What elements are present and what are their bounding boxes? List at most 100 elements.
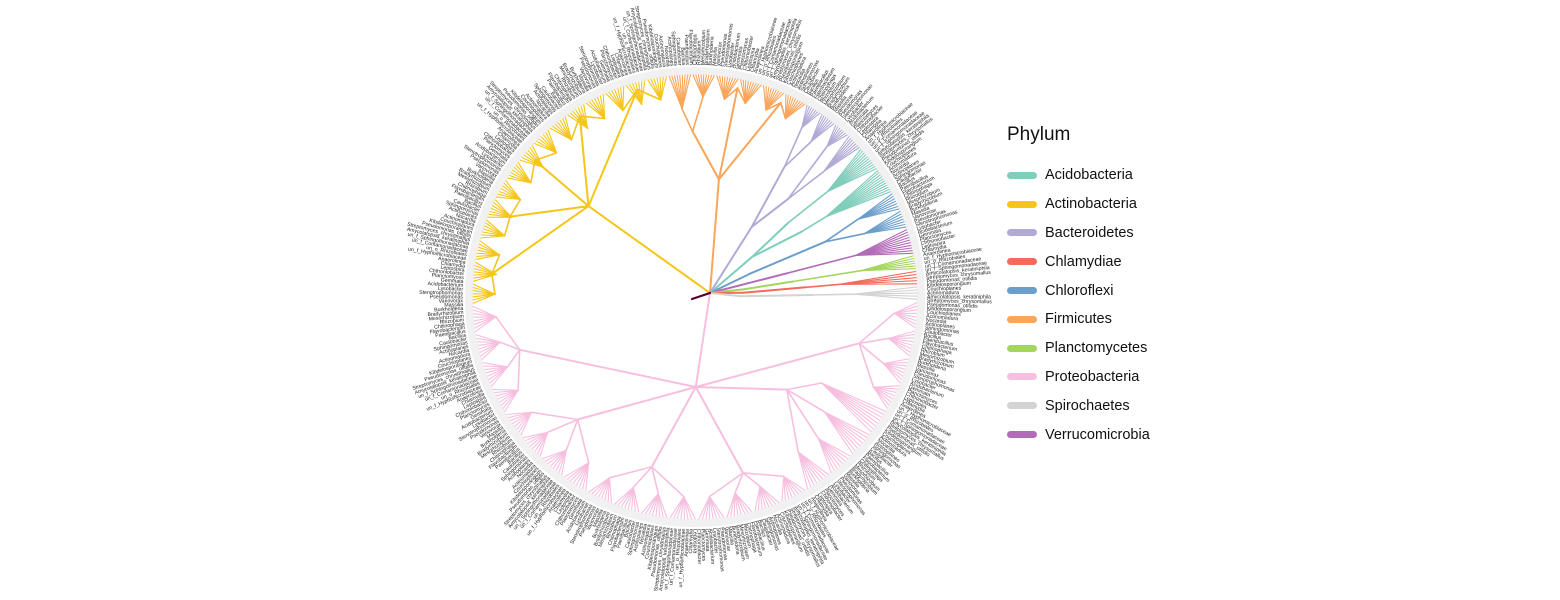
node-branch xyxy=(491,254,501,275)
tip-branch xyxy=(893,302,918,314)
tip-branch xyxy=(608,477,613,504)
tip-branch xyxy=(893,309,918,314)
tip-branch xyxy=(823,146,860,173)
legend-label: Chloroflexi xyxy=(1045,282,1114,299)
tip-branch xyxy=(838,283,918,285)
tip-label: Actinomadura xyxy=(927,290,959,297)
tip-label: Burkholderia xyxy=(708,36,716,66)
subclade-branch xyxy=(587,88,639,208)
subclade-branch xyxy=(694,342,861,388)
tip-label: Bacillus xyxy=(679,47,686,66)
tip-branch xyxy=(893,312,917,322)
legend-item: Firmicutes xyxy=(1007,305,1150,334)
tip-branch xyxy=(781,475,785,502)
tip-label: Kibdelosporangium xyxy=(927,306,972,314)
node-branch xyxy=(509,198,522,218)
legend-title: Phylum xyxy=(1007,124,1071,145)
tip-label: Variovorax xyxy=(722,527,731,552)
tree-branches xyxy=(472,74,918,520)
tip-branch xyxy=(817,438,838,469)
tip-branch xyxy=(564,116,572,141)
clade-stem xyxy=(709,292,742,298)
tip-label: Streptomyces_chrysomallus xyxy=(926,270,992,281)
tip-label: Amycolatopsis_keratiniphila xyxy=(927,294,991,300)
tip-branch xyxy=(888,337,913,346)
node-branch xyxy=(491,273,496,295)
tip-branch xyxy=(759,485,763,510)
legend-label: Spirochaetes xyxy=(1045,397,1130,414)
tip-branch xyxy=(478,341,501,350)
tip-branch xyxy=(883,363,904,377)
tip-label: Chitinophaga xyxy=(692,34,698,65)
tip-label: Gemmata xyxy=(734,46,744,70)
tip-label: Chthoniobacter xyxy=(429,268,465,277)
tip-branch xyxy=(823,411,856,452)
tip-label: Nocardia xyxy=(448,348,470,359)
tip-label: Burkholderia xyxy=(434,306,464,313)
tip-label: Nocardia xyxy=(662,46,670,67)
tip-branch xyxy=(823,411,854,454)
node-branch xyxy=(546,418,579,434)
tip-branch xyxy=(491,366,509,387)
tip-label: Stenotrophomonas xyxy=(715,528,725,573)
tip-branch xyxy=(698,495,711,520)
subclade-branch xyxy=(740,294,814,298)
tip-branch xyxy=(817,438,851,457)
legend-label: Actinobacteria xyxy=(1045,196,1137,213)
tip-branch xyxy=(511,411,533,425)
clade-stem xyxy=(709,272,752,294)
tip-branch xyxy=(723,78,739,100)
tip-branch xyxy=(489,366,509,384)
node-branch xyxy=(742,472,761,488)
tip-branch xyxy=(532,431,549,450)
legend-label: Bacteroidetes xyxy=(1045,224,1134,241)
tip-branch xyxy=(854,252,914,257)
tip-branch xyxy=(494,199,513,218)
tip-branch xyxy=(821,382,881,421)
legend-swatch xyxy=(1007,229,1037,237)
tip-label: Mesorhizobium xyxy=(700,30,707,65)
tip-branch xyxy=(810,123,835,143)
tip-label: Pseudomonas xyxy=(718,527,728,561)
tip-branch xyxy=(821,382,872,433)
tip-branch xyxy=(883,363,905,374)
tip-branch xyxy=(564,462,590,478)
tip-label: Pseudomonas xyxy=(430,294,464,300)
node-branch xyxy=(785,388,800,453)
legend-item: Acidobacteria xyxy=(1007,161,1150,190)
tip-branch xyxy=(853,293,918,300)
tip-label: Lysobacter xyxy=(711,528,719,554)
tip-branch xyxy=(783,475,802,493)
legend-item: Spirochaetes xyxy=(1007,391,1150,420)
tip-label: Sphingomonas xyxy=(925,325,960,336)
tip-branch xyxy=(759,485,776,505)
tip-branch xyxy=(479,341,501,353)
tip-branch xyxy=(683,496,696,520)
node-branch xyxy=(824,218,859,243)
tip-branch xyxy=(823,411,859,449)
subclade-branch xyxy=(691,130,720,181)
tip-branch xyxy=(474,316,497,329)
legend-swatch xyxy=(1007,287,1037,295)
tip-branch xyxy=(550,449,567,467)
tip-label: Chitinophaga xyxy=(434,321,465,331)
legend-label: Chlamydiae xyxy=(1045,253,1122,270)
legend-item: Chloroflexi xyxy=(1007,276,1150,305)
subclade-branch xyxy=(509,205,590,218)
tip-label: Burkholderia xyxy=(730,525,741,555)
tip-label: Flavobacterium xyxy=(687,29,694,65)
tip-label: Acidobacterium xyxy=(427,281,463,289)
tip-branch xyxy=(555,449,567,471)
tip-label: Actinoplanes xyxy=(666,36,675,67)
tip-branch xyxy=(579,462,590,488)
node-branch xyxy=(708,472,744,498)
subclade-branch xyxy=(650,386,697,468)
tip-branch xyxy=(509,411,533,422)
node-branch xyxy=(783,127,803,168)
tip-label: Rhizobium xyxy=(920,348,945,359)
tip-branch xyxy=(888,330,915,339)
tip-branch xyxy=(783,475,796,496)
tip-branch xyxy=(631,486,634,511)
legend-swatch xyxy=(1007,258,1037,266)
tip-label: Bacillus xyxy=(623,519,634,538)
